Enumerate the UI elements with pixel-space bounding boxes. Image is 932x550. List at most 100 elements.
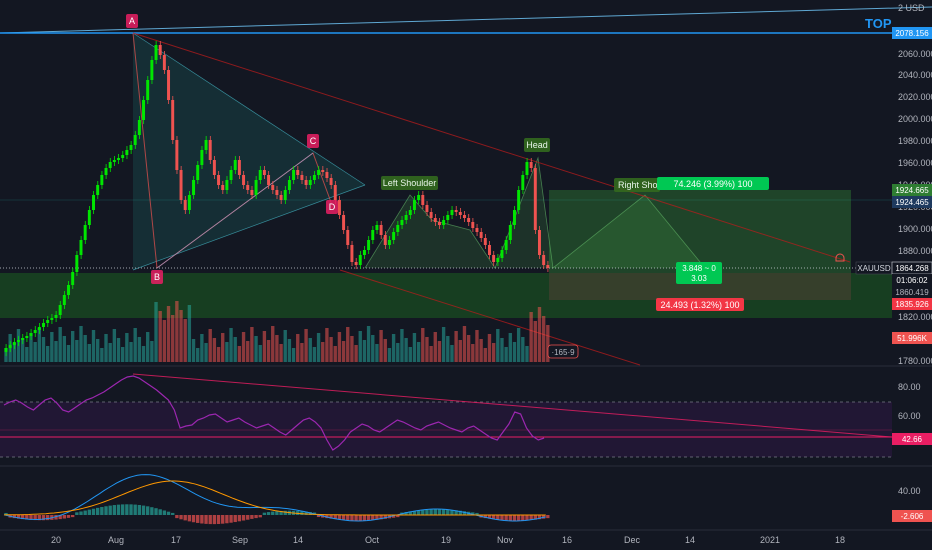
volume-bar bbox=[366, 326, 371, 362]
time-axis[interactable]: 20 Aug 17 Sep 14 Oct 19 Nov 16 Dec 14 2021 18 bbox=[51, 535, 845, 545]
time-tick: Sep bbox=[232, 535, 248, 545]
macd-histogram-bar bbox=[425, 509, 429, 515]
label-d[interactable]: D bbox=[326, 200, 338, 214]
candlesticks[interactable] bbox=[4, 41, 550, 356]
candle-body bbox=[417, 195, 421, 200]
label-head[interactable]: Head bbox=[524, 138, 550, 152]
volume-bar bbox=[516, 328, 521, 362]
candle-body bbox=[133, 135, 137, 145]
macd-histogram-bar bbox=[108, 505, 112, 515]
macd-histogram-bar bbox=[225, 515, 229, 524]
candle-body bbox=[496, 258, 500, 262]
volume-bar bbox=[358, 331, 362, 362]
volume-bar bbox=[446, 336, 450, 362]
descending-resistance-line[interactable] bbox=[132, 32, 851, 263]
macd-histogram-bar bbox=[333, 515, 337, 520]
candle-body bbox=[454, 210, 458, 212]
volume-bar bbox=[20, 338, 25, 362]
volume-bar bbox=[491, 343, 496, 362]
candle-body bbox=[375, 225, 379, 230]
volume-bar bbox=[266, 340, 271, 362]
volume-bar bbox=[512, 342, 517, 362]
volume-bar bbox=[337, 332, 342, 362]
volume-bar bbox=[241, 332, 246, 362]
price-tag-entry: 1924.465 bbox=[892, 196, 932, 208]
volume-bar bbox=[33, 342, 37, 362]
candle-body bbox=[342, 215, 346, 230]
volume-bar bbox=[433, 332, 437, 362]
macd-histogram-bar bbox=[70, 515, 75, 518]
candle-body bbox=[275, 190, 279, 195]
candle-body bbox=[4, 348, 8, 352]
rsi-line[interactable] bbox=[3, 375, 545, 451]
label-right-shoulder[interactable]: Right Shou bbox=[614, 178, 663, 192]
volume-bar bbox=[41, 337, 46, 362]
candle-body bbox=[517, 190, 521, 210]
volume-bar bbox=[441, 327, 446, 362]
label-a[interactable]: A bbox=[126, 14, 138, 28]
macd-histogram-bar bbox=[304, 511, 308, 515]
volume-bar bbox=[237, 346, 242, 362]
candle-body bbox=[258, 170, 262, 180]
svg-text:2078.156: 2078.156 bbox=[895, 29, 929, 38]
position-loss-label[interactable]: 24.493 (1.32%) 100 bbox=[656, 298, 744, 311]
top-trendline[interactable] bbox=[0, 6, 932, 34]
macd-line[interactable] bbox=[3, 474, 546, 522]
volume-bar bbox=[462, 326, 467, 362]
volume-bar bbox=[108, 343, 112, 362]
triangle-pattern[interactable] bbox=[133, 33, 365, 270]
volume-bar bbox=[95, 339, 100, 362]
macd-histogram-bar bbox=[437, 509, 442, 515]
macd-histogram-bar bbox=[537, 515, 542, 520]
volume-bar bbox=[54, 341, 58, 362]
descending-support-line[interactable] bbox=[339, 269, 641, 366]
macd-signal-line[interactable] bbox=[3, 480, 546, 516]
volume-bar bbox=[396, 343, 400, 362]
label-c[interactable]: C bbox=[307, 134, 319, 148]
time-tick: 14 bbox=[293, 535, 303, 545]
position-ratio-label[interactable]: 3.848 ~ 0 3.03 bbox=[676, 262, 722, 284]
candle-body bbox=[525, 162, 529, 175]
label-b[interactable]: B bbox=[151, 270, 163, 284]
volume-bar bbox=[175, 301, 179, 362]
candle-body bbox=[267, 175, 271, 185]
candle-body bbox=[317, 170, 321, 175]
position-profit-label[interactable]: 74.246 (3.99%) 100 bbox=[657, 177, 769, 190]
svg-text:1860.419: 1860.419 bbox=[895, 288, 929, 297]
price-tag-top: 2078.156 bbox=[892, 27, 932, 39]
label-left-shoulder[interactable]: Left Shoulder bbox=[381, 176, 438, 190]
candle-body bbox=[521, 175, 525, 190]
macd-histogram-bar bbox=[258, 515, 262, 518]
currency-label[interactable]: 2 USD bbox=[898, 3, 925, 13]
macd-histogram-bar bbox=[404, 511, 408, 515]
volume-bar bbox=[387, 348, 392, 362]
macd-histogram-bar bbox=[62, 515, 67, 519]
candle-body bbox=[387, 240, 391, 245]
macd-histogram-bar bbox=[246, 515, 250, 520]
time-tick: 18 bbox=[835, 535, 845, 545]
symbol-tag[interactable]: XAUUSD bbox=[855, 261, 893, 275]
candle-body bbox=[487, 245, 491, 255]
candle-body bbox=[321, 170, 325, 172]
candle-body bbox=[58, 305, 62, 315]
volume-bar bbox=[58, 327, 62, 362]
time-tick: 2021 bbox=[760, 535, 780, 545]
volume-bar bbox=[321, 342, 325, 362]
candle-body bbox=[533, 168, 537, 230]
rsi-trendline[interactable] bbox=[132, 373, 893, 438]
macd-histogram-bar bbox=[396, 515, 400, 518]
sell-marker-icon[interactable]: ·165·9 bbox=[547, 344, 579, 359]
volume-bar bbox=[400, 329, 404, 362]
candle-body bbox=[117, 158, 121, 160]
macd-histogram-bar bbox=[45, 515, 50, 521]
alert-icon[interactable] bbox=[835, 253, 845, 262]
candle-body bbox=[312, 175, 316, 180]
macd-histogram-bar bbox=[250, 515, 254, 519]
price-tick: 1780.000 bbox=[898, 356, 932, 366]
candle-body bbox=[396, 225, 400, 232]
time-tick: 20 bbox=[51, 535, 61, 545]
candle-body bbox=[400, 220, 404, 225]
volume-bar bbox=[525, 346, 529, 362]
macd-histogram-bar bbox=[358, 515, 362, 521]
